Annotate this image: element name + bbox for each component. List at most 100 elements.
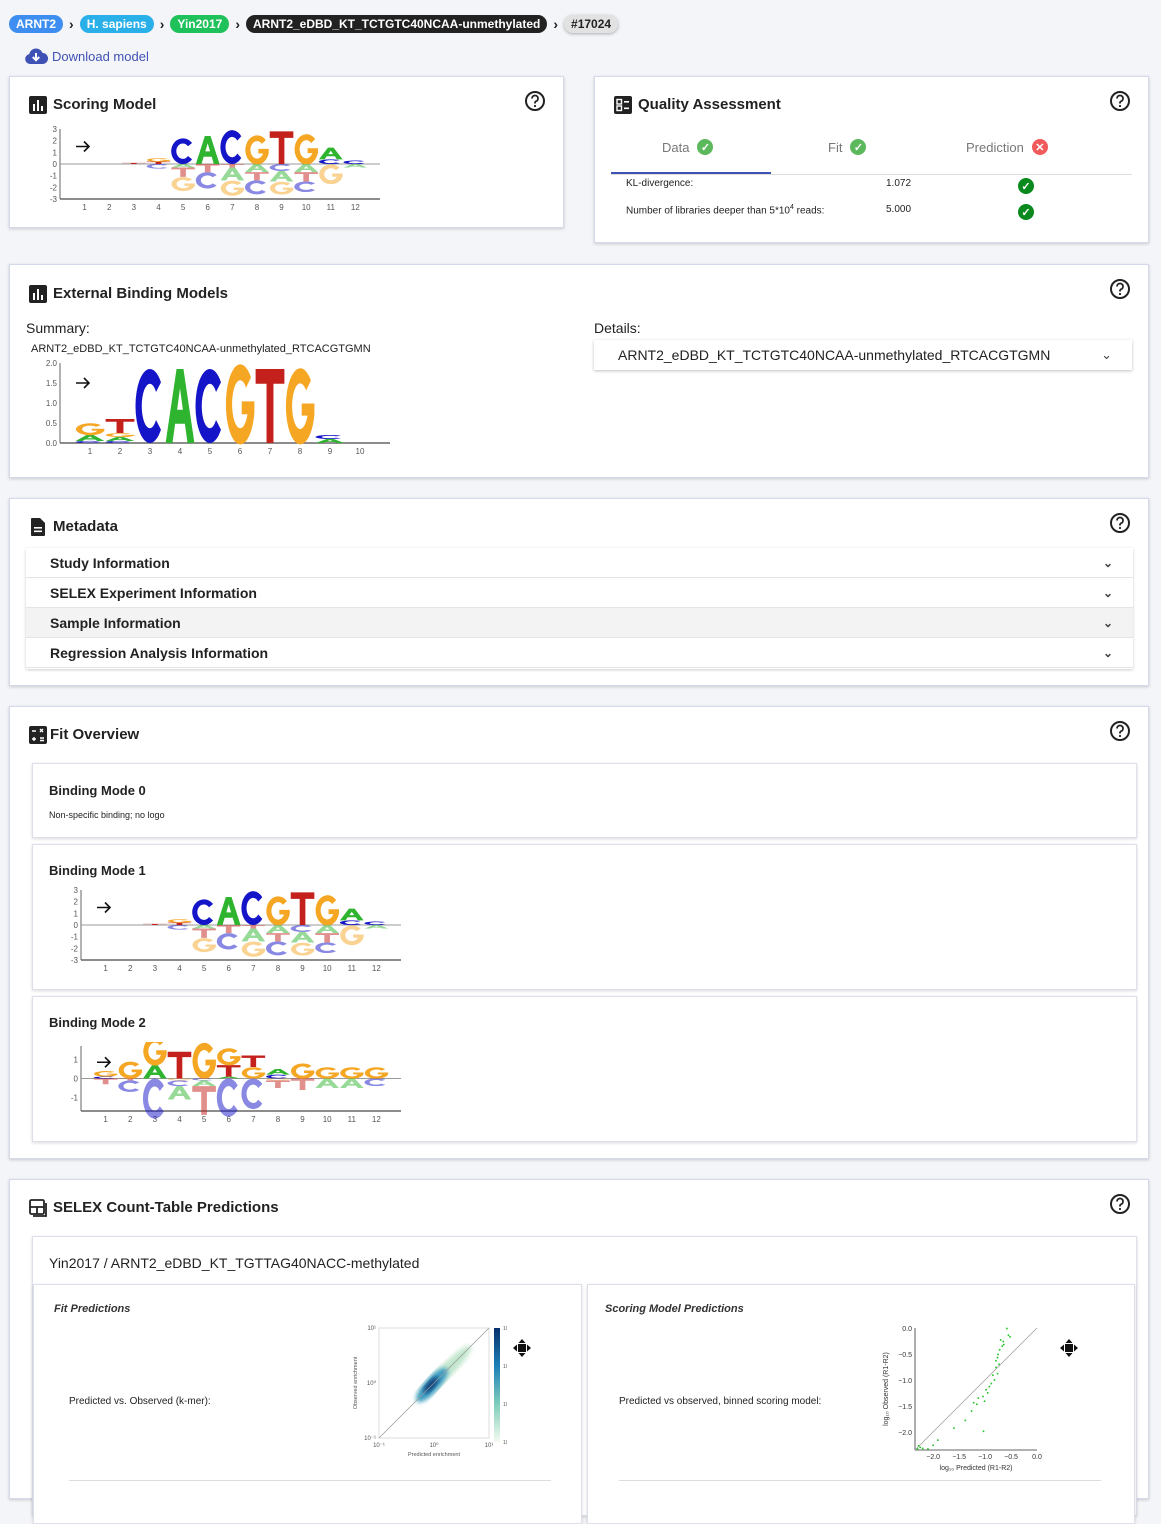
y-tick-label: -2 bbox=[71, 944, 79, 953]
x-tick-label: 8 bbox=[276, 964, 281, 973]
logo-letter-C bbox=[364, 1078, 386, 1087]
binding-mode-title: Binding Mode 2 bbox=[49, 1015, 146, 1030]
logo-letter-C bbox=[135, 369, 161, 443]
bar-chart-icon bbox=[29, 285, 47, 303]
x-tick-label: 4 bbox=[177, 1115, 182, 1124]
fit-overview-card: Fit Overview Binding Mode 0 Non-specific… bbox=[9, 706, 1149, 1159]
help-icon[interactable] bbox=[1109, 512, 1131, 534]
chevron-down-icon: ⌄ bbox=[1102, 646, 1113, 660]
logo-letter-A bbox=[143, 1065, 167, 1079]
external-binding-models-card: External Binding Models Summary: ARNT2_e… bbox=[9, 264, 1149, 478]
direction-arrow-icon bbox=[97, 901, 112, 914]
y-tick-label: 1 bbox=[74, 909, 79, 918]
list-box-icon bbox=[614, 96, 632, 114]
density-core bbox=[423, 1377, 439, 1393]
logo-letter-A bbox=[195, 136, 220, 164]
x-tick-label: 6 bbox=[238, 447, 243, 456]
logo-letter-G bbox=[285, 368, 315, 445]
y-tick-label: 0 bbox=[53, 160, 58, 169]
help-icon[interactable] bbox=[1109, 90, 1131, 112]
logo-letter-C bbox=[167, 1080, 189, 1087]
metric-label: KL-divergence: bbox=[626, 178, 694, 189]
logo-letter-A bbox=[171, 164, 195, 168]
data-point bbox=[983, 1400, 986, 1402]
breadcrumb-model-id[interactable]: #17024 bbox=[564, 15, 619, 33]
colorbar-tick-label: 10⁰ bbox=[503, 1440, 507, 1446]
y-tick-label: -2 bbox=[50, 183, 58, 192]
logo-letter-G bbox=[319, 164, 343, 185]
logo-letter-G bbox=[192, 938, 216, 953]
logo-letter-G bbox=[192, 1042, 216, 1080]
help-icon[interactable] bbox=[1109, 278, 1131, 300]
y-tick-label: 0 bbox=[74, 921, 79, 930]
logo-letter-G bbox=[340, 925, 364, 946]
logo-letter-G bbox=[315, 1067, 339, 1079]
logo-letter-C bbox=[294, 181, 316, 192]
accordion-regression-analysis-information[interactable]: Regression Analysis Information ⌄ bbox=[26, 638, 1133, 668]
move-icon[interactable] bbox=[512, 1338, 532, 1358]
breadcrumb-species[interactable]: H. sapiens bbox=[79, 15, 154, 33]
binned-scoring-scatter: −2.0 −1.5 −1.0 −0.5 0.00.0−0.5−1.0−1.5−2.0lo… bbox=[883, 1326, 1042, 1472]
external-model-select[interactable]: ARNT2_eDBD_KT_TCTGTC40NCAA-unmethylated_… bbox=[594, 340, 1132, 370]
help-icon[interactable] bbox=[1109, 1193, 1131, 1215]
dataset-title: Yin2017 / ARNT2_eDBD_KT_TGTTAG40NACC-met… bbox=[49, 1255, 420, 1271]
tab-data[interactable]: Data ✓ bbox=[662, 139, 714, 155]
breadcrumb-gene[interactable]: ARNT2 bbox=[9, 15, 64, 33]
kmer-density-plot: 10⁻¹10⁻¹ 10⁰ 10⁰ 10¹ 10¹ Predicted enrichment… bbox=[353, 1326, 507, 1458]
data-point bbox=[993, 1379, 996, 1381]
move-icon[interactable] bbox=[1059, 1338, 1079, 1358]
logo-letter-T bbox=[315, 933, 339, 943]
colorbar-tick-label: 10² bbox=[503, 1364, 507, 1370]
y-tick-label: 1.0 bbox=[46, 399, 58, 408]
accordion-study-information[interactable]: Study Information ⌄ bbox=[26, 548, 1133, 578]
x-tick-label: 0.0 bbox=[1032, 1454, 1042, 1461]
data-point bbox=[986, 1392, 989, 1394]
y-tick-label: 0.0 bbox=[46, 439, 58, 448]
logo-letter-A bbox=[220, 167, 245, 181]
x-tick-label: 9 bbox=[300, 964, 305, 973]
binding-mode-title: Binding Mode 0 bbox=[49, 783, 146, 798]
logo-letter-A bbox=[245, 164, 269, 173]
chevron-right-icon: › bbox=[235, 16, 240, 32]
data-point bbox=[995, 1366, 997, 1369]
data-point bbox=[1002, 1343, 1005, 1346]
metric-value: 1.072 bbox=[886, 178, 912, 189]
x-tick-label: 10 bbox=[356, 447, 365, 456]
logo-letter-T bbox=[269, 131, 294, 164]
tab-fit[interactable]: Fit ✓ bbox=[828, 139, 867, 155]
accordion-selex-experiment-information[interactable]: SELEX Experiment Information ⌄ bbox=[26, 578, 1133, 608]
breadcrumb-experiment[interactable]: ARNT2_eDBD_KT_TCTGTC40NCAA-unmethylated bbox=[245, 15, 548, 33]
logo-letter-C bbox=[105, 441, 131, 443]
diagonal-line bbox=[914, 1327, 1038, 1451]
details-label: Details: bbox=[594, 320, 641, 336]
logo-letter-C bbox=[318, 159, 340, 164]
help-icon[interactable] bbox=[524, 90, 546, 112]
x-tick-label: 10 bbox=[302, 203, 311, 212]
tab-prediction[interactable]: Prediction ✕ bbox=[966, 139, 1048, 155]
logo-letter-G bbox=[167, 1078, 192, 1081]
help-icon[interactable] bbox=[1109, 720, 1131, 742]
x-tick-label: 12 bbox=[372, 964, 381, 973]
logo-letter-A bbox=[167, 1086, 192, 1100]
card-title: Scoring Model bbox=[53, 96, 157, 113]
tab-label: Data bbox=[662, 139, 690, 155]
data-point bbox=[996, 1356, 999, 1359]
logo-letter-T bbox=[122, 162, 146, 164]
accordion-sample-information[interactable]: Sample Information ⌄ bbox=[26, 608, 1133, 638]
y-tick-label: −0.5 bbox=[898, 1352, 912, 1359]
data-point bbox=[990, 1382, 993, 1385]
logo-letter-C bbox=[146, 164, 168, 169]
data-point bbox=[982, 1395, 984, 1398]
x-tick-label: 3 bbox=[148, 447, 153, 456]
data-point bbox=[1009, 1336, 1011, 1338]
y-tick-label: 1 bbox=[53, 148, 58, 157]
logo-letter-A bbox=[105, 437, 135, 441]
y-tick-label: 1.5 bbox=[46, 379, 58, 388]
download-model-link[interactable]: Download model bbox=[24, 47, 149, 65]
logo-letter-G bbox=[146, 158, 171, 162]
x-tick-label: 9 bbox=[279, 203, 284, 212]
breadcrumb-study[interactable]: Yin2017 bbox=[170, 15, 230, 33]
summary-label: Summary: bbox=[26, 320, 90, 336]
data-point bbox=[975, 1403, 978, 1406]
